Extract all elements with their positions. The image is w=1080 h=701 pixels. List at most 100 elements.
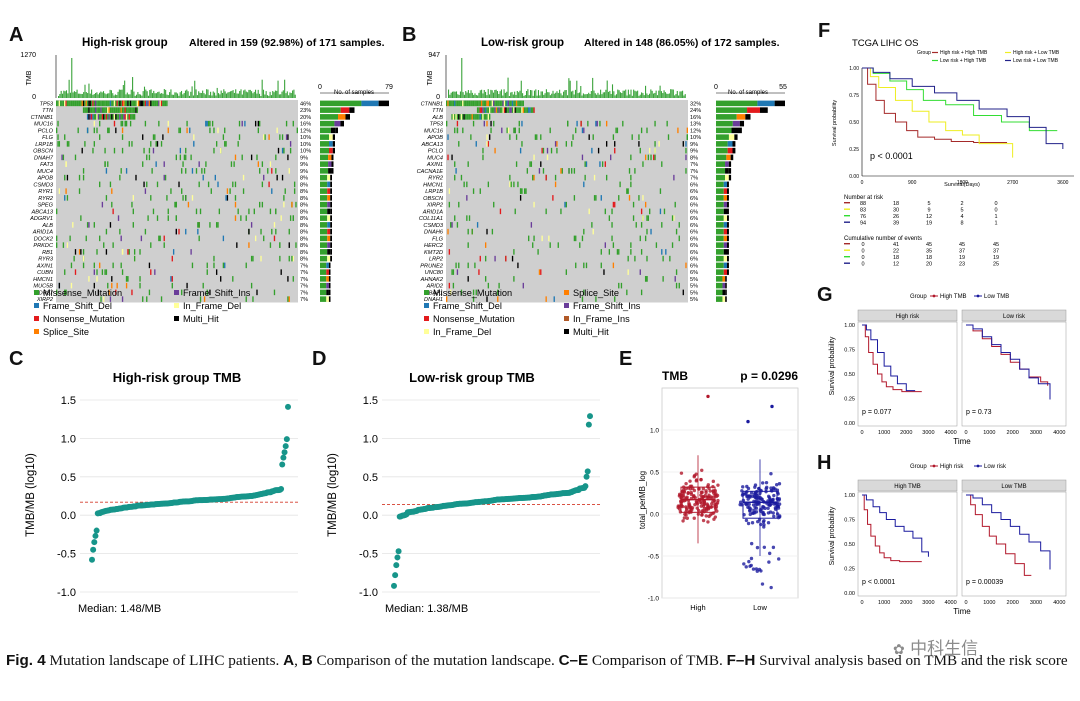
gene-label: CACNA1E	[417, 169, 444, 175]
mutation-cell	[499, 208, 502, 215]
data-point	[710, 502, 714, 506]
mutation-cell	[515, 100, 518, 107]
tmb-bar	[629, 94, 631, 98]
gene-bar	[327, 201, 331, 208]
oncoplot-legend: Missense_Mutation Splice_SiteFrame_Shift_…	[424, 288, 641, 337]
mutation-cell	[105, 195, 108, 201]
data-point	[700, 468, 704, 473]
tmb-bar	[105, 94, 107, 98]
mutation-cell	[241, 120, 243, 127]
mutation-cell	[88, 276, 90, 282]
mutation-cell	[57, 120, 59, 127]
gene-percent: 23%	[300, 108, 311, 114]
mutation-cell	[565, 269, 567, 275]
data-point	[760, 497, 764, 501]
y-tick-label: -1.0	[359, 587, 378, 599]
gene-bar	[716, 276, 723, 282]
data-point	[777, 557, 781, 561]
mutation-cell	[468, 100, 471, 107]
mutation-cell	[618, 195, 620, 201]
gene-bar	[723, 242, 727, 248]
mutation-cell	[521, 107, 523, 113]
mutation-cell	[171, 276, 173, 282]
mutation-cell	[486, 120, 488, 127]
tmb-bar	[465, 91, 467, 98]
mutation-cell	[580, 120, 582, 127]
mutation-cell	[522, 107, 524, 113]
mutation-cell	[148, 262, 151, 269]
mutation-cell	[164, 174, 167, 181]
data-point	[679, 471, 684, 475]
tmb-bar	[183, 92, 185, 98]
tmb-bar	[555, 92, 557, 98]
tmb-bar	[678, 95, 680, 98]
mutation-cell	[640, 249, 643, 255]
gene-percent: 7%	[300, 297, 308, 303]
mutation-cell	[269, 208, 272, 215]
mutation-cell	[186, 127, 188, 134]
x-tick-label: High	[690, 603, 705, 612]
mutation-cell	[124, 120, 126, 127]
mutation-cell	[583, 289, 585, 296]
mutation-cell	[202, 174, 204, 181]
tmb-bar	[211, 95, 213, 98]
mutation-cell	[142, 134, 144, 140]
gene-bar	[716, 141, 728, 147]
data-point	[762, 545, 767, 549]
mutation-cell	[150, 100, 152, 107]
mutation-cell	[143, 100, 145, 107]
tmb-bar	[580, 85, 582, 98]
gene-percent: 8%	[300, 257, 308, 263]
tmb-bar	[190, 91, 192, 98]
mutation-cell	[597, 147, 600, 154]
mutation-cell	[127, 249, 129, 255]
gene-label: CTNNB1	[421, 101, 443, 107]
mutation-cell	[466, 215, 468, 221]
mutation-cell	[447, 154, 449, 161]
facet-strip-label: Low risk	[1003, 314, 1026, 320]
data-point	[681, 519, 685, 523]
mutation-cell	[92, 100, 94, 107]
tmb-bar	[585, 94, 587, 98]
mutation-cell	[510, 181, 512, 188]
mutation-cell	[644, 276, 647, 282]
tmb-bar	[162, 93, 164, 98]
mutation-cell	[123, 107, 125, 113]
gene-bar	[726, 154, 731, 161]
gene-percent: 8%	[300, 230, 308, 236]
legend-marker	[976, 464, 980, 468]
mutation-cell	[167, 127, 169, 134]
gene-bar	[320, 127, 331, 134]
legend-swatch	[424, 290, 429, 295]
tmb-bar	[237, 93, 239, 98]
mutation-cell	[261, 161, 264, 167]
gene-bar	[728, 134, 735, 140]
mutation-cell	[448, 100, 451, 107]
mutation-cell	[109, 114, 112, 120]
tmb-bar	[114, 94, 116, 98]
gene-bar	[716, 282, 723, 289]
x-tick-label: 3000	[1030, 600, 1042, 606]
gene-percent: 5%	[690, 277, 698, 283]
mutation-cell	[661, 161, 663, 167]
tmb-bar	[231, 90, 233, 98]
mutation-cell	[142, 296, 144, 302]
gene-bar	[328, 282, 331, 289]
gene-bar	[716, 188, 724, 194]
mutation-cell	[121, 107, 124, 113]
mutation-cell	[502, 100, 504, 107]
tmb-bar	[651, 90, 653, 98]
table-cell: 35	[926, 249, 932, 255]
tmb-bar	[256, 93, 258, 98]
gene-bar	[320, 269, 327, 275]
mutation-cell	[218, 208, 221, 215]
data-point	[695, 500, 699, 505]
mutation-cell	[288, 296, 290, 302]
data-point	[699, 501, 704, 505]
data-point	[699, 504, 704, 508]
mutation-cell	[226, 195, 229, 201]
gene-bar	[320, 168, 329, 174]
data-point	[752, 494, 757, 498]
mutation-cell	[178, 127, 180, 134]
data-point	[582, 483, 589, 490]
